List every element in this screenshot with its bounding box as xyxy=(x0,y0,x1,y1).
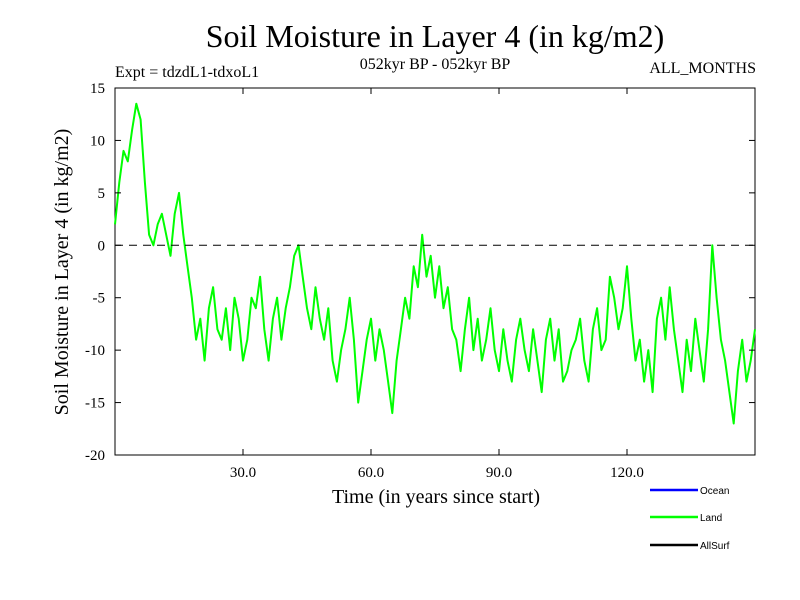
legend: Ocean Land AllSurf xyxy=(650,486,730,552)
y-tick-label: -5 xyxy=(93,291,106,307)
x-tick-label: 30.0 xyxy=(230,465,256,481)
plot-frame xyxy=(114,87,756,456)
subtitle-right: ALL_MONTHS xyxy=(649,60,756,77)
y-axis-label: Soil Moisture in Layer 4 (in kg/m2) xyxy=(51,129,73,416)
legend-ocean-label: Ocean xyxy=(700,486,729,497)
x-tick-label: 60.0 xyxy=(358,465,384,481)
y-tick-label: 10 xyxy=(90,133,105,149)
legend-allsurf-label: AllSurf xyxy=(700,541,730,552)
y-tick-label: 15 xyxy=(90,81,105,97)
subtitle-center: 052kyr BP - 052kyr BP xyxy=(360,56,511,73)
y-tick-label: -20 xyxy=(85,448,105,464)
x-tick-label: 120.0 xyxy=(610,465,644,481)
chart-title: Soil Moisture in Layer 4 (in kg/m2) xyxy=(206,18,665,54)
x-axis-label: Time (in years since start) xyxy=(332,486,540,508)
subtitle-left: Expt = tdzdL1-tdxoL1 xyxy=(115,64,259,81)
x-tick-label: 90.0 xyxy=(486,465,512,481)
y-tick-label: 5 xyxy=(98,186,106,202)
y-axis-ticks: 15 10 5 0 -5 -10 -15 -20 xyxy=(85,81,755,464)
y-tick-label: -15 xyxy=(85,396,105,412)
y-tick-label: 0 xyxy=(98,238,106,254)
land-series-line xyxy=(114,102,756,425)
x-axis-ticks: 30.0 60.0 90.0 120.0 xyxy=(230,88,644,481)
y-tick-label: -10 xyxy=(85,343,105,359)
legend-land-label: Land xyxy=(700,513,722,524)
